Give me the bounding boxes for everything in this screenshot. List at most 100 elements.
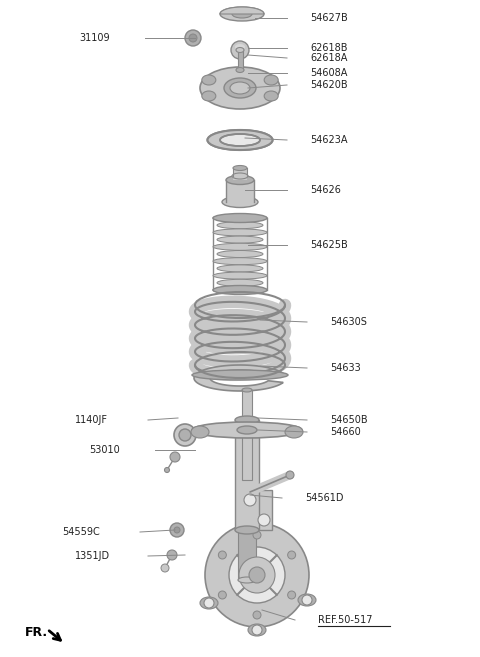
Ellipse shape (213, 272, 267, 279)
Circle shape (204, 598, 214, 608)
Circle shape (286, 471, 294, 479)
Text: 54561D: 54561D (305, 493, 344, 503)
Text: 54633: 54633 (330, 363, 361, 373)
Ellipse shape (224, 78, 256, 98)
Text: 1351JD: 1351JD (75, 551, 110, 561)
Circle shape (253, 531, 261, 539)
Bar (238, 530, 256, 580)
Ellipse shape (230, 82, 250, 94)
Circle shape (231, 41, 249, 59)
Circle shape (253, 611, 261, 619)
Ellipse shape (238, 577, 256, 583)
Circle shape (249, 567, 265, 583)
Ellipse shape (192, 370, 288, 380)
Bar (242, 490, 272, 530)
Ellipse shape (220, 7, 264, 21)
Ellipse shape (242, 388, 252, 392)
Circle shape (218, 551, 227, 559)
Circle shape (229, 547, 285, 603)
Ellipse shape (217, 279, 263, 286)
Ellipse shape (192, 422, 302, 438)
Ellipse shape (213, 286, 267, 294)
Ellipse shape (213, 229, 267, 236)
Polygon shape (194, 365, 283, 391)
Text: 53010: 53010 (89, 445, 120, 455)
Bar (233, 168, 247, 180)
Circle shape (174, 527, 180, 533)
Ellipse shape (237, 426, 257, 434)
Circle shape (252, 625, 262, 635)
Ellipse shape (248, 624, 266, 636)
Ellipse shape (200, 597, 218, 609)
Ellipse shape (202, 75, 216, 85)
Text: 62618A: 62618A (310, 53, 348, 63)
Circle shape (161, 564, 169, 572)
Text: FR.: FR. (25, 625, 48, 639)
Text: 54650B: 54650B (330, 415, 368, 425)
Circle shape (185, 30, 201, 46)
Bar (242, 390, 252, 480)
Ellipse shape (191, 426, 209, 438)
Ellipse shape (165, 468, 169, 472)
Polygon shape (220, 7, 264, 14)
Ellipse shape (174, 424, 196, 446)
Ellipse shape (233, 166, 247, 171)
Ellipse shape (226, 175, 254, 185)
Ellipse shape (264, 91, 278, 101)
Text: 54660: 54660 (330, 427, 361, 437)
Circle shape (239, 557, 275, 593)
Ellipse shape (220, 134, 260, 146)
Text: 54559C: 54559C (62, 527, 100, 537)
Circle shape (218, 591, 227, 599)
Bar (235, 420, 259, 530)
Ellipse shape (285, 426, 303, 438)
Ellipse shape (179, 429, 191, 441)
Text: 1140JF: 1140JF (75, 415, 108, 425)
Ellipse shape (264, 75, 278, 85)
Circle shape (244, 494, 256, 506)
Circle shape (170, 452, 180, 462)
Ellipse shape (200, 67, 280, 109)
Circle shape (302, 595, 312, 605)
Ellipse shape (232, 173, 248, 179)
Ellipse shape (236, 68, 244, 72)
Ellipse shape (217, 265, 263, 272)
Ellipse shape (222, 196, 258, 208)
Text: 54625B: 54625B (310, 240, 348, 250)
Ellipse shape (213, 258, 267, 265)
Ellipse shape (207, 130, 273, 150)
Circle shape (167, 550, 177, 560)
Ellipse shape (213, 286, 267, 294)
Ellipse shape (202, 91, 216, 101)
Circle shape (189, 34, 197, 42)
Text: 54630S: 54630S (330, 317, 367, 327)
Text: 54608A: 54608A (310, 68, 348, 78)
Text: 62618B: 62618B (310, 43, 348, 53)
Circle shape (258, 514, 270, 526)
Ellipse shape (213, 243, 267, 250)
Text: 31109: 31109 (79, 33, 110, 43)
Ellipse shape (217, 250, 263, 258)
Ellipse shape (213, 214, 267, 223)
Circle shape (205, 523, 309, 627)
Ellipse shape (236, 47, 244, 53)
Text: 54626: 54626 (310, 185, 341, 195)
Text: 54620B: 54620B (310, 80, 348, 90)
Ellipse shape (232, 10, 252, 18)
Circle shape (288, 551, 296, 559)
Text: REF.50-517: REF.50-517 (318, 615, 372, 625)
Ellipse shape (235, 44, 245, 50)
Text: 54627B: 54627B (310, 13, 348, 23)
Polygon shape (208, 130, 272, 150)
Circle shape (288, 591, 296, 599)
Ellipse shape (235, 526, 259, 534)
Ellipse shape (217, 236, 263, 243)
Bar (226, 180, 254, 202)
Ellipse shape (217, 221, 263, 229)
Bar (238, 50, 243, 70)
Ellipse shape (298, 594, 316, 606)
Circle shape (170, 523, 184, 537)
Text: 54623A: 54623A (310, 135, 348, 145)
Ellipse shape (213, 214, 267, 221)
Ellipse shape (235, 416, 259, 424)
